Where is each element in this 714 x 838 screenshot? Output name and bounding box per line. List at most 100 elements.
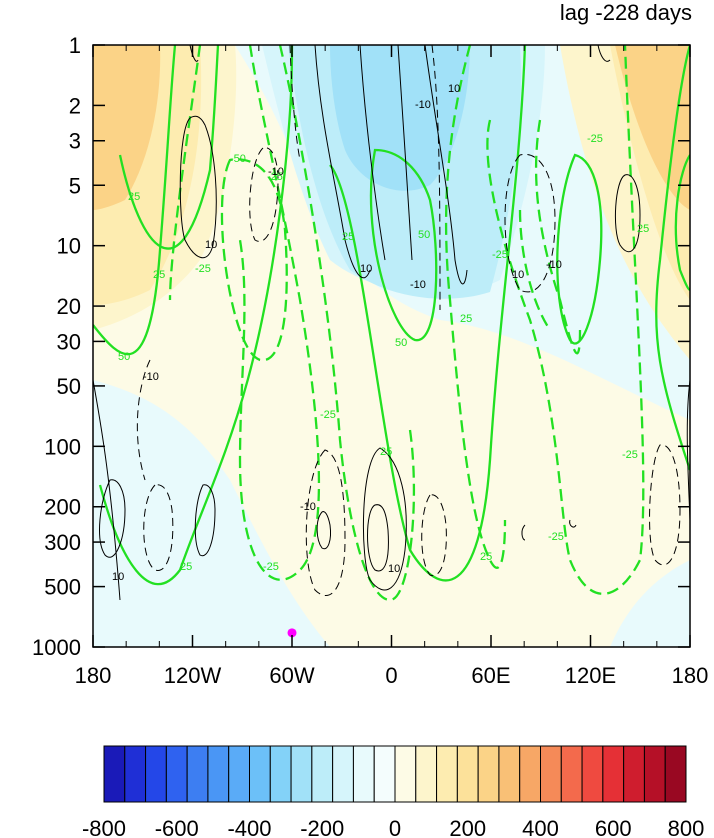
contours-green: [93, 45, 690, 586]
colorbar-swatch: [165, 745, 188, 803]
colorbar-swatch: [352, 745, 375, 803]
contour-label: -25: [548, 531, 564, 543]
contour-label: -25: [320, 409, 336, 421]
contour-label: 25: [342, 231, 354, 243]
contour-label: 10: [448, 83, 460, 95]
contour-label: -10: [300, 501, 316, 513]
y-tick-label: 300: [44, 530, 81, 555]
shade-warm-upper-left-3: [93, 45, 161, 210]
colorbar-swatch: [373, 745, 396, 803]
colorbar-swatch: [623, 745, 645, 803]
contour-labels: 25 25 50 25 -50 -25 -25 -25 -25 25 50 50…: [112, 83, 649, 583]
contour-label: 25: [637, 223, 649, 235]
colorbar-swatch: [540, 745, 562, 803]
y-tick-label: 500: [44, 575, 81, 600]
colorbar-swatch: [145, 745, 167, 803]
x-tick-label: 60E: [471, 663, 510, 688]
colorbar-tick-label: 0: [389, 816, 401, 838]
contour-label: -50: [230, 153, 246, 165]
contour-label: -25: [267, 171, 283, 183]
contour-label: 10: [512, 269, 524, 281]
contour-label: -25: [263, 561, 279, 573]
contour-label: -10: [268, 166, 284, 178]
colorbar-swatch: [436, 745, 458, 803]
y-tick-label: 1: [69, 33, 81, 58]
colorbar: [103, 745, 687, 803]
plot-area: 25 25 50 25 -50 -25 -25 -25 -25 25 50 50…: [93, 45, 690, 647]
shade-cyan-lower-left: [93, 380, 330, 647]
shade-cyan-lower-right: [610, 560, 690, 647]
contour-label: 50: [395, 337, 407, 349]
y-tick-label: 5: [69, 173, 81, 198]
y-tick-label: 50: [57, 374, 81, 399]
contour-label: 25: [153, 269, 165, 281]
x-tick-label: 120E: [565, 663, 616, 688]
contour-label: -25: [492, 249, 508, 261]
colorbar-swatch: [602, 745, 625, 803]
contour-label: 25: [128, 191, 140, 203]
colorbar-swatch: [290, 745, 313, 803]
x-axis: 180 120W 60W 0 60E 120E 180: [75, 45, 708, 688]
y-tick-label: 100: [44, 434, 81, 459]
y-tick-label: 200: [44, 495, 81, 520]
y-tick-label: 30: [57, 329, 81, 354]
colorbar-labels: -800 -600 -400 -200 0 200 400 600 800: [82, 816, 704, 838]
colorbar-swatch: [332, 745, 354, 803]
contour-label: 10: [388, 563, 400, 575]
colorbar-tick-label: -600: [155, 816, 199, 838]
shaded-field: [93, 45, 690, 647]
y-tick-label: 1000: [32, 635, 81, 660]
contour-label: 10: [360, 263, 372, 275]
y-axis: 1 2 3 5 10 20 30 50 100 200 300 500 1000: [32, 33, 690, 660]
colorbar-swatch: [519, 745, 542, 803]
contours-green-dashed: [168, 45, 645, 602]
contour-label: -10: [546, 259, 562, 271]
contour-label: -25: [195, 263, 211, 275]
x-tick-label: 120W: [164, 663, 222, 688]
colorbar-swatch: [581, 745, 604, 803]
colorbar-swatch: [124, 745, 147, 803]
contour-label: 25: [480, 551, 492, 563]
contours-black-dashed: [136, 45, 681, 596]
colorbar-tick-label: 800: [668, 816, 705, 838]
colorbar-tick-label: -400: [227, 816, 271, 838]
y-tick-label: 10: [57, 234, 81, 259]
y-tick-label: 20: [57, 294, 81, 319]
contour-label: -10: [415, 99, 431, 111]
contour-label: -25: [622, 449, 638, 461]
colorbar-swatch: [269, 745, 292, 803]
y-tick-label: 2: [69, 93, 81, 118]
colorbar-swatch: [415, 745, 438, 803]
y-tick-label: 3: [69, 129, 81, 154]
contour-label: 25: [380, 446, 392, 458]
x-tick-label: 60W: [269, 663, 314, 688]
location-marker: [287, 628, 297, 638]
contour-label: -10: [410, 279, 426, 291]
contour-label: -10: [143, 371, 159, 383]
contour-label: 25: [180, 561, 192, 573]
colorbar-tick-label: -800: [82, 816, 126, 838]
colorbar-swatch: [477, 745, 500, 803]
contour-label: 50: [418, 229, 430, 241]
colorbar-tick-label: -200: [300, 816, 344, 838]
colorbar-swatch: [643, 745, 666, 803]
chart-title: lag -228 days: [560, 0, 692, 25]
colorbar-swatch: [498, 745, 521, 803]
contour-label: 10: [205, 239, 217, 251]
colorbar-swatch: [186, 745, 209, 803]
shade-cyan-deep: [330, 45, 470, 191]
colorbar-tick-label: 400: [522, 816, 559, 838]
x-tick-label: 0: [385, 663, 397, 688]
colorbar-swatch: [249, 745, 271, 803]
colorbar-swatch: [311, 745, 334, 803]
x-tick-label: 180: [75, 663, 112, 688]
colorbar-tick-label: 600: [595, 816, 632, 838]
colorbar-swatch: [103, 745, 126, 803]
colorbar-swatch: [394, 745, 417, 803]
contour-label: 25: [460, 313, 472, 325]
shade-warm-upper-right-3: [615, 45, 690, 210]
colorbar-swatch: [207, 745, 230, 803]
colorbar-swatch: [664, 745, 687, 803]
contour-label: -25: [587, 133, 603, 145]
